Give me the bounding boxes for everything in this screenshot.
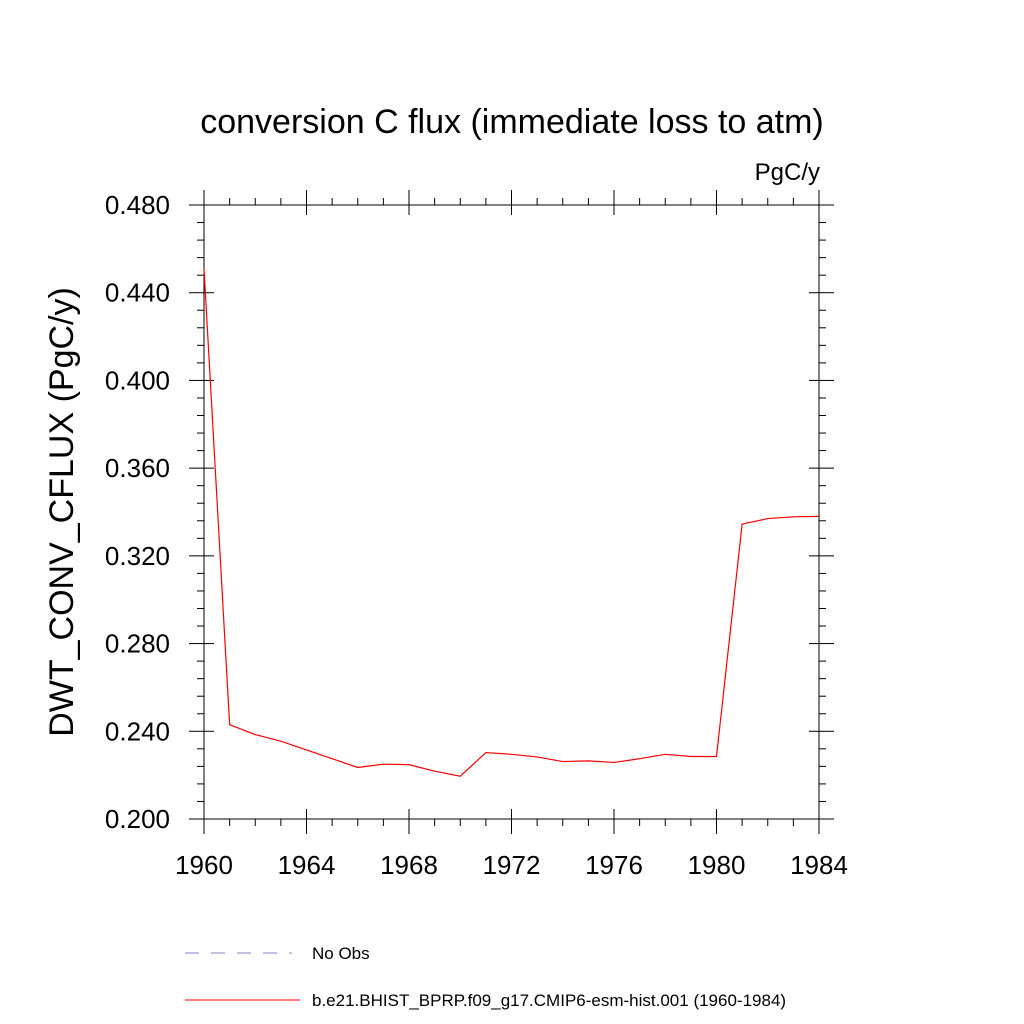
y-tick-label: 0.360 bbox=[105, 453, 170, 483]
x-tick-label: 1972 bbox=[483, 850, 541, 880]
y-tick-label: 0.400 bbox=[105, 365, 170, 395]
legend: No Obs b.e21.BHIST_BPRP.f09_g17.CMIP6-es… bbox=[185, 944, 786, 1010]
y-tick-label: 0.240 bbox=[105, 716, 170, 746]
x-tick-label: 1968 bbox=[380, 850, 438, 880]
x-tick-label: 1984 bbox=[790, 850, 848, 880]
units-label: PgC/y bbox=[755, 159, 820, 186]
plot-frame bbox=[203, 204, 820, 820]
y-tick-label: 0.480 bbox=[105, 190, 170, 220]
legend-label-model: b.e21.BHIST_BPRP.f09_g17.CMIP6-esm-hist.… bbox=[312, 991, 786, 1010]
tick-marks bbox=[189, 190, 834, 834]
x-tick-label: 1976 bbox=[585, 850, 643, 880]
x-tick-label: 1960 bbox=[175, 850, 233, 880]
y-tick-label: 0.440 bbox=[105, 278, 170, 308]
x-tick-label: 1980 bbox=[688, 850, 746, 880]
series-line-model bbox=[203, 268, 820, 777]
y-tick-label: 0.200 bbox=[105, 804, 170, 834]
chart-title: conversion C flux (immediate loss to atm… bbox=[200, 103, 824, 141]
y-axis-label: DWT_CONV_CFLUX (PgC/y) bbox=[43, 287, 81, 737]
x-tick-labels: 1960 1964 1968 1972 1976 1980 1984 bbox=[175, 850, 848, 880]
y-tick-label: 0.320 bbox=[105, 541, 170, 571]
legend-label-no-obs: No Obs bbox=[312, 944, 370, 963]
y-tick-labels: 0.200 0.240 0.280 0.320 0.360 0.400 0.440 0.480 bbox=[105, 190, 170, 834]
series-layer bbox=[203, 268, 820, 777]
x-tick-label: 1964 bbox=[278, 850, 336, 880]
y-tick-label: 0.280 bbox=[105, 629, 170, 659]
